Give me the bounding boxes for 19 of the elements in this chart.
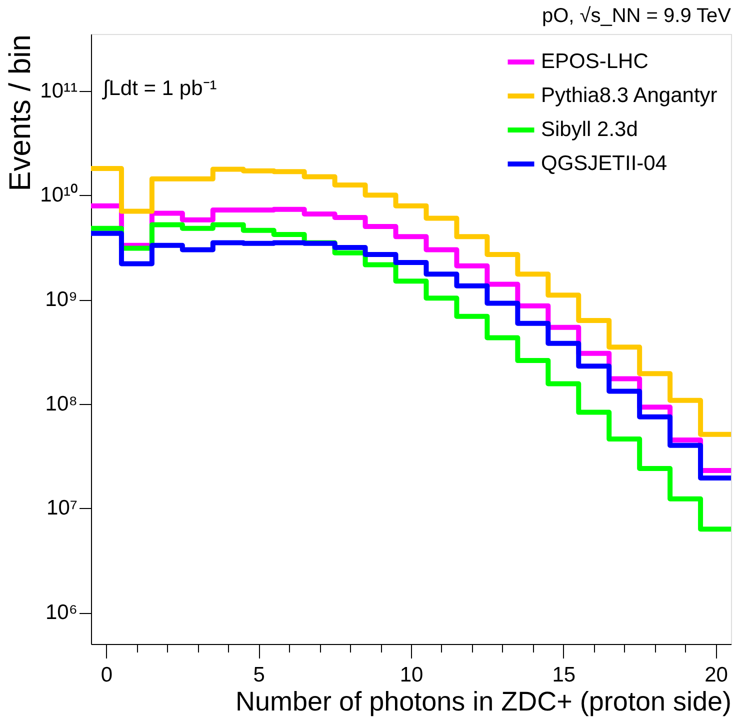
annotation: ∫Ldt = 1 pb⁻¹ [102,77,217,100]
legend-label: Pythia8.3 Angantyr [541,84,718,107]
legend-label: Sibyll 2.3d [541,118,638,141]
x-tick-label: 15 [552,664,576,686]
y-tick-label: 10⁸ [45,392,78,416]
x-tick-label: 20 [704,664,728,686]
x-tick-label: 10 [400,664,424,686]
y-tick-label: 10¹¹ [40,79,78,102]
y-tick-label: 10⁷ [46,496,78,520]
x-tick-label: 5 [253,664,265,686]
x-tick-label: 0 [100,664,113,686]
x-axis-title: Number of photons in ZDC+ (proton side) [236,686,732,716]
legend-label: QGSJETII-04 [541,152,668,175]
chart-title: pO, √s_NN = 9.9 TeV [542,5,732,27]
y-tick-label: 10⁹ [45,288,78,311]
legend-label: EPOS-LHC [541,50,648,73]
y-tick-label: 10⁶ [45,601,78,624]
y-axis-title: Events / bin [4,34,38,192]
y-tick-label: 10¹⁰ [40,184,78,207]
